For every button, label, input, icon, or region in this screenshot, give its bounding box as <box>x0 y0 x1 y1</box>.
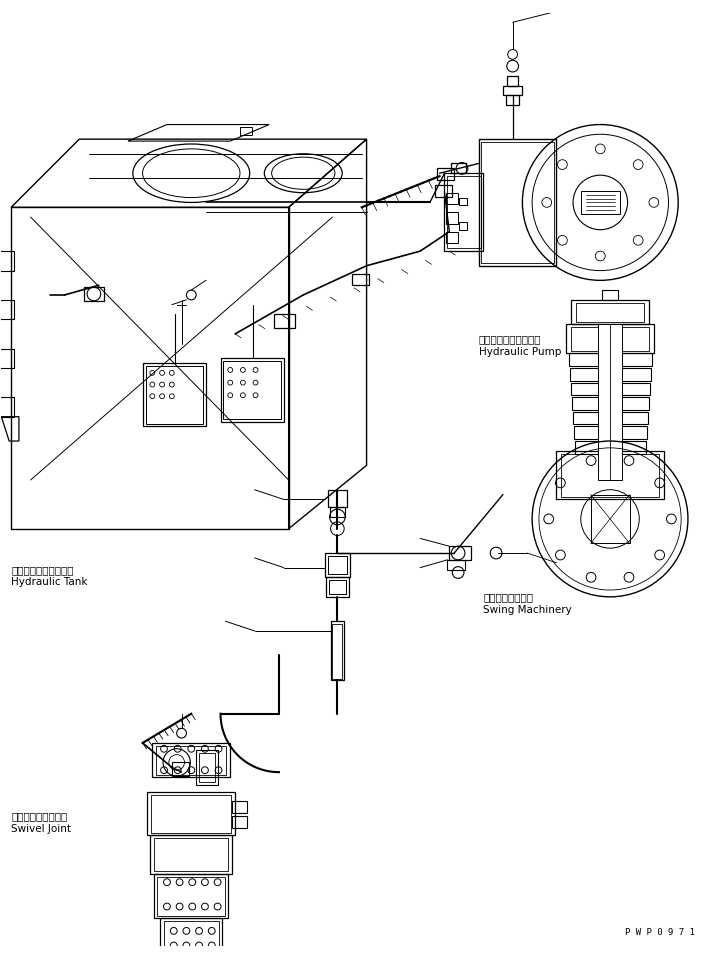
Bar <box>152 795 232 833</box>
Bar <box>571 383 650 395</box>
Bar <box>329 580 346 594</box>
Bar <box>154 875 228 918</box>
Text: スイベルジョイント: スイベルジョイント <box>11 811 67 821</box>
Bar <box>575 441 646 454</box>
Bar <box>556 451 663 500</box>
Bar <box>157 877 225 916</box>
Bar <box>224 362 281 419</box>
Bar <box>0 300 14 319</box>
Bar <box>447 212 458 223</box>
Bar <box>274 315 295 328</box>
Bar <box>581 191 620 214</box>
Bar <box>150 835 232 875</box>
Bar <box>507 76 518 85</box>
Bar <box>447 232 458 244</box>
Bar <box>445 174 484 251</box>
Text: Swivel Joint: Swivel Joint <box>11 824 71 833</box>
Bar <box>447 560 465 570</box>
Bar <box>84 287 103 301</box>
Bar <box>572 397 649 409</box>
Bar <box>352 273 370 285</box>
Bar <box>570 368 651 381</box>
Text: Hydraulic Pump: Hydraulic Pump <box>479 346 561 357</box>
Bar <box>326 577 349 596</box>
Bar <box>561 454 658 497</box>
Text: P W P 0 9 7 1: P W P 0 9 7 1 <box>624 928 695 937</box>
Bar <box>0 348 14 368</box>
Bar <box>325 553 350 577</box>
Bar <box>450 547 471 560</box>
Text: ハイドロリックポンプ: ハイドロリックポンプ <box>479 334 541 344</box>
Bar <box>503 85 523 95</box>
Bar <box>574 427 647 439</box>
Bar <box>220 359 284 422</box>
Text: スイングマシナリ: スイングマシナリ <box>484 592 533 602</box>
Bar <box>232 802 247 813</box>
Bar <box>142 363 206 427</box>
Bar <box>571 327 649 351</box>
Bar <box>199 753 215 782</box>
Bar <box>573 411 648 425</box>
Bar <box>506 95 520 105</box>
Bar <box>147 791 235 835</box>
Bar <box>451 163 466 174</box>
Bar <box>152 743 230 777</box>
Bar <box>479 139 556 266</box>
Bar <box>164 922 219 959</box>
Bar <box>598 324 622 480</box>
Bar <box>590 495 629 544</box>
Bar <box>569 353 652 366</box>
Bar <box>603 290 618 300</box>
Bar <box>0 251 14 270</box>
Bar <box>576 303 644 322</box>
Bar <box>196 750 217 784</box>
Bar <box>447 193 458 204</box>
Text: Swing Machinery: Swing Machinery <box>484 604 572 615</box>
Bar <box>156 746 227 775</box>
Bar <box>331 621 344 680</box>
Bar <box>566 324 654 353</box>
Bar <box>447 176 481 248</box>
Bar <box>146 366 203 424</box>
Bar <box>333 624 342 679</box>
Text: ハイドロリックタンク: ハイドロリックタンク <box>11 565 74 574</box>
Bar <box>160 918 222 959</box>
Bar <box>437 169 455 180</box>
Bar <box>459 222 467 230</box>
Bar <box>329 507 346 517</box>
Bar <box>232 816 247 828</box>
Bar <box>240 128 251 135</box>
Bar <box>435 185 452 197</box>
Bar <box>328 556 347 574</box>
Bar <box>0 397 14 417</box>
Bar <box>328 490 347 507</box>
Bar <box>459 198 467 205</box>
Bar <box>154 838 228 872</box>
Bar <box>481 142 554 263</box>
Bar <box>571 300 649 324</box>
Text: Hydraulic Tank: Hydraulic Tank <box>11 577 88 587</box>
Bar <box>172 762 189 776</box>
